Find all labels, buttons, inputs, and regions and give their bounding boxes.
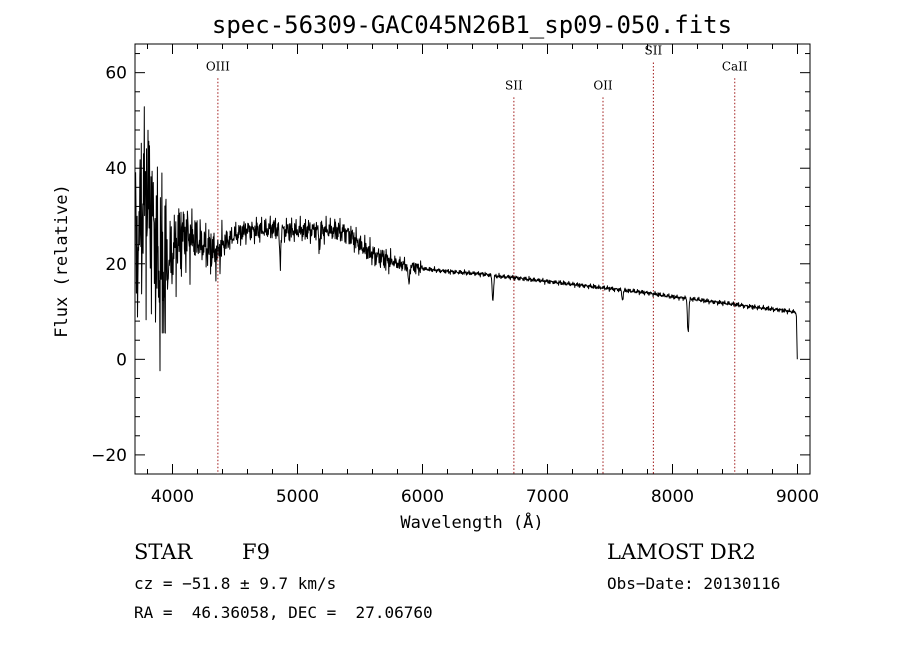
- y-tick-label: 40: [105, 159, 127, 179]
- y-tick-label: 20: [105, 255, 127, 275]
- x-tick-label: 5000: [276, 487, 319, 507]
- line-label-sii: SII: [645, 44, 663, 58]
- line-label-sii: SII: [505, 78, 523, 92]
- line-label-oiii: OIII: [206, 59, 230, 73]
- y-tick-label: 60: [105, 64, 127, 84]
- x-tick-label: 8000: [651, 487, 694, 507]
- x-tick-label: 7000: [526, 487, 569, 507]
- coordinates: RA = 46.36058, DEC = 27.06760: [134, 603, 433, 622]
- object-class: STAR: [134, 540, 193, 564]
- x-tick-label: 9000: [776, 487, 819, 507]
- observation-date: Obs−Date: 20130116: [607, 574, 781, 593]
- x-tick-label: 6000: [401, 487, 444, 507]
- survey-name: LAMOST DR2: [607, 540, 756, 564]
- redshift-cz: cz = −51.8 ± 9.7 km/s: [134, 574, 337, 593]
- axis-ticks: 4000 5000 6000 7000 8000 9000 −20 0 20 40 60: [91, 44, 819, 507]
- subclass: F9: [242, 540, 270, 564]
- plot-frame: [134, 43, 811, 475]
- spectrum-series: [135, 106, 798, 372]
- chart-title: spec-56309-GAC045N26B1_sp09-050.fits: [212, 11, 732, 39]
- line-label-oii: OII: [593, 78, 613, 92]
- y-tick-label: −20: [91, 446, 127, 466]
- spectral-line-markers: OIII SII OII SII CaII: [206, 44, 748, 474]
- line-label-caii: CaII: [722, 59, 748, 73]
- y-axis-label: Flux (relative): [52, 184, 72, 338]
- x-tick-label: 4000: [151, 487, 194, 507]
- x-axis-label: Wavelength (Å): [400, 511, 543, 533]
- y-tick-label: 0: [116, 350, 127, 370]
- plot-area-border: [134, 43, 811, 475]
- spectrum-line: [135, 106, 798, 372]
